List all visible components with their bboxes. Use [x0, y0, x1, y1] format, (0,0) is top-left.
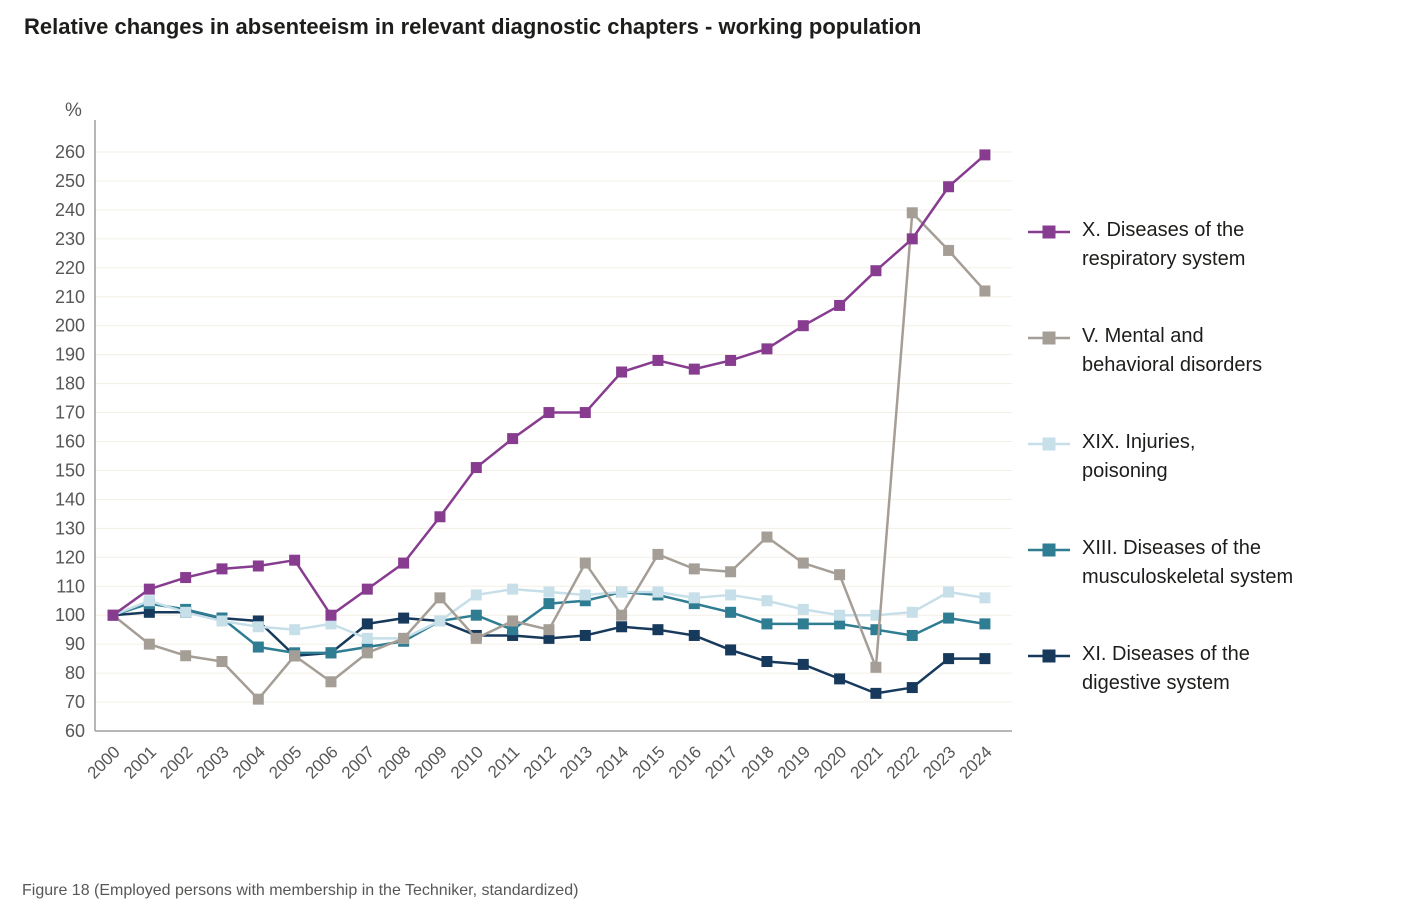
svg-text:200: 200 [55, 316, 85, 336]
svg-text:150: 150 [55, 460, 85, 480]
svg-text:210: 210 [55, 287, 85, 307]
legend-label: XIII. Diseases of the musculoskeletal sy… [1082, 537, 1294, 588]
gridlines [95, 151, 1012, 732]
svg-text:2014: 2014 [592, 742, 632, 782]
legend-label: XI. Diseases of the digestive system [1082, 643, 1250, 694]
svg-text:2016: 2016 [665, 742, 705, 782]
svg-text:190: 190 [55, 345, 85, 365]
svg-text:2004: 2004 [229, 742, 269, 782]
y-axis-tick-labels: 60 70 80 90 100 110 120 130 140 150 160 170 180 190 20… [55, 142, 85, 741]
legend-label: V. Mental and behavioral disorders [1082, 325, 1263, 376]
svg-text:220: 220 [55, 258, 85, 278]
svg-text:2008: 2008 [374, 742, 414, 782]
svg-text:2007: 2007 [338, 742, 378, 782]
svg-text:2003: 2003 [193, 742, 233, 782]
series-xix [107, 583, 991, 644]
svg-text:100: 100 [55, 605, 85, 625]
legend-item-0: X. Diseases of the respiratory system [1028, 216, 1398, 274]
svg-text:120: 120 [55, 547, 85, 567]
svg-text:2018: 2018 [738, 742, 778, 782]
svg-text:2011: 2011 [484, 742, 523, 781]
svg-text:180: 180 [55, 374, 85, 394]
legend-marker-icon [1028, 331, 1070, 345]
svg-text:140: 140 [55, 489, 85, 509]
svg-text:80: 80 [65, 663, 85, 683]
figure-caption: Figure 18 (Employed persons with members… [22, 882, 579, 899]
legend-item-4: XI. Diseases of the digestive system [1028, 640, 1398, 698]
svg-text:2002: 2002 [156, 742, 196, 782]
svg-text:2005: 2005 [265, 742, 305, 782]
legend-label: X. Diseases of the respiratory system [1082, 219, 1246, 270]
svg-text:2015: 2015 [629, 742, 669, 782]
series-x [107, 149, 991, 621]
svg-text:250: 250 [55, 171, 85, 191]
legend-item-3: XIII. Diseases of the musculoskeletal sy… [1028, 534, 1398, 592]
svg-text:60: 60 [65, 721, 85, 741]
svg-text:70: 70 [65, 692, 85, 712]
svg-text:170: 170 [55, 403, 85, 423]
legend-marker-icon [1028, 543, 1070, 557]
svg-text:130: 130 [55, 518, 85, 538]
x-axis-tick-labels: 2000200120022003200420052006200720082009… [84, 742, 996, 782]
svg-text:260: 260 [55, 142, 85, 162]
svg-text:2021: 2021 [847, 742, 887, 782]
svg-text:2000: 2000 [84, 742, 124, 782]
axes: % [65, 100, 1012, 732]
legend-label: XIX. Injuries, poisoning [1082, 431, 1196, 482]
y-axis-unit-label: % [65, 100, 82, 121]
svg-text:90: 90 [65, 634, 85, 654]
svg-text:2006: 2006 [302, 742, 342, 782]
legend-item-1: V. Mental and behavioral disorders [1028, 322, 1398, 380]
svg-text:2013: 2013 [556, 742, 596, 782]
line-chart: % 60 70 80 90 100 110 120 130 140 150 160 170 180 190 2… [55, 100, 1012, 783]
svg-text:2017: 2017 [701, 742, 741, 782]
svg-text:2022: 2022 [883, 742, 923, 782]
svg-text:2001: 2001 [120, 742, 160, 782]
svg-text:110: 110 [56, 576, 85, 596]
svg-text:2023: 2023 [919, 742, 959, 782]
legend-marker-icon [1028, 437, 1070, 451]
chart-legend: X. Diseases of the respiratory system V. … [1028, 216, 1398, 698]
svg-text:230: 230 [55, 229, 85, 249]
svg-text:160: 160 [55, 432, 85, 452]
legend-item-2: XIX. Injuries, poisoning [1028, 428, 1398, 486]
svg-text:2024: 2024 [956, 742, 996, 782]
svg-text:2020: 2020 [810, 742, 850, 782]
svg-text:240: 240 [55, 200, 85, 220]
svg-text:2012: 2012 [520, 742, 560, 782]
legend-marker-icon [1028, 649, 1070, 663]
legend-marker-icon [1028, 225, 1070, 239]
series-v [107, 207, 991, 705]
svg-text:2010: 2010 [447, 742, 487, 782]
page-title: Relative changes in absenteeism in relev… [24, 14, 922, 39]
svg-text:2009: 2009 [411, 742, 451, 782]
svg-text:2019: 2019 [774, 742, 814, 782]
